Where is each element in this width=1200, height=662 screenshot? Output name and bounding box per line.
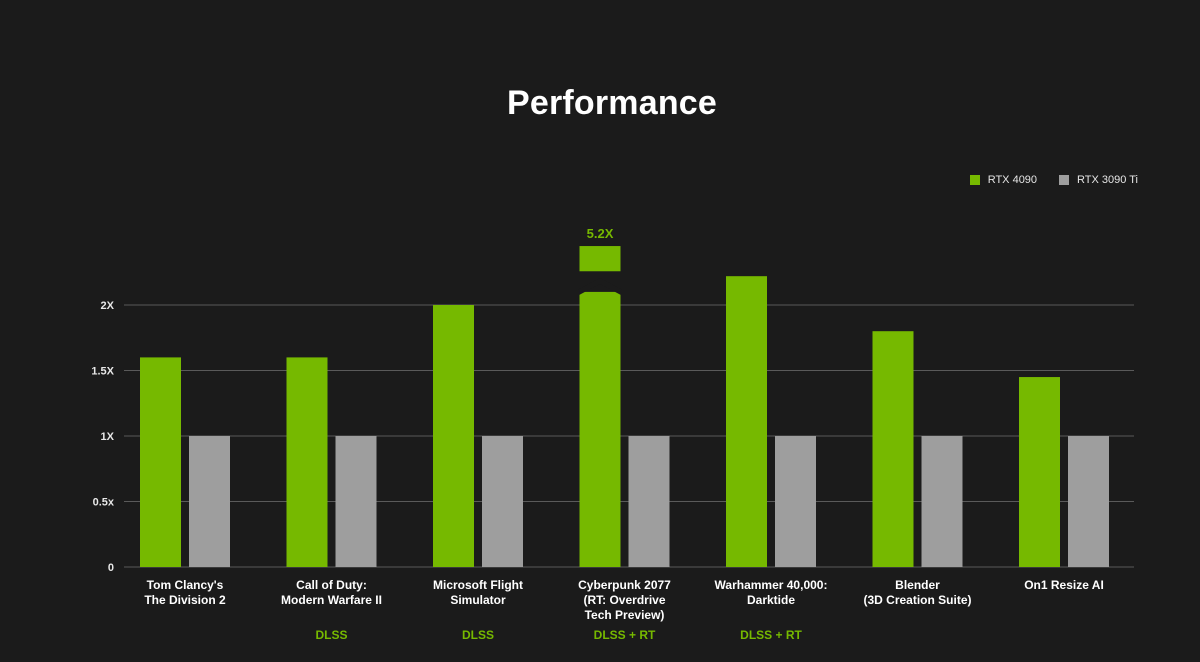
bar-rtx-3090-ti: [775, 436, 816, 567]
bar-rtx-3090-ti: [921, 436, 963, 567]
x-tick-label: Warhammer 40,000:: [715, 578, 828, 592]
y-tick-label: 0: [108, 562, 114, 574]
category-note: DLSS: [315, 628, 347, 642]
x-tick-label: (3D Creation Suite): [863, 593, 971, 607]
bar-value-label: 5.2X: [587, 226, 614, 241]
bar-rtx-4090: [286, 357, 328, 567]
legend-label-rtx-3090-ti: RTX 3090 Ti: [1077, 174, 1138, 186]
legend-swatch-rtx-4090: [969, 175, 980, 185]
y-tick-label: 0.5x: [93, 497, 115, 509]
x-tick-label: Cyberpunk 2077: [578, 578, 671, 592]
category-note: DLSS: [462, 628, 494, 642]
legend: RTX 4090 RTX 3090 Ti: [969, 174, 1138, 186]
x-tick-label: Tech Preview): [585, 608, 665, 622]
x-tick-label: Call of Duty:: [296, 578, 367, 592]
x-tick-label: Microsoft Flight: [433, 578, 523, 592]
category-note: DLSS + RT: [740, 628, 802, 642]
x-tick-label: Tom Clancy's: [147, 578, 224, 592]
bar-rtx-3090-ti: [335, 436, 377, 567]
chart-title: Performance: [506, 84, 718, 122]
bar-rtx-3090-ti: [189, 436, 230, 567]
legend-item-rtx-4090: RTX 4090: [969, 174, 1038, 186]
x-tick-label: Modern Warfare II: [281, 593, 382, 607]
x-tick-label: Simulator: [450, 593, 506, 607]
category-note: DLSS + RT: [594, 628, 656, 642]
legend-label-rtx-4090: RTX 4090: [987, 174, 1038, 186]
bar-rtx-4090: [433, 305, 474, 567]
bar-rtx-4090: [726, 276, 767, 567]
legend-item-rtx-3090-ti: RTX 3090 Ti: [1059, 174, 1138, 186]
x-tick-label: On1 Resize AI: [1024, 578, 1104, 592]
bar-rtx-4090: [579, 291, 621, 567]
x-tick-label: The Division 2: [144, 593, 226, 607]
bar-rtx-3090-ti: [628, 436, 670, 567]
y-tick-label: 1X: [101, 431, 115, 443]
x-tick-label: Darktide: [747, 593, 795, 607]
bar-rtx-4090: [872, 331, 914, 567]
bar-rtx-4090: [140, 357, 181, 567]
legend-swatch-rtx-3090-ti: [1059, 175, 1070, 185]
x-tick-label: (RT: Overdrive: [583, 593, 665, 607]
bar-rtx-4090: [1019, 377, 1060, 567]
bar-rtx-3090-ti: [1068, 436, 1109, 567]
axis-break-marker: [577, 277, 623, 296]
y-tick-label: 2X: [101, 300, 115, 312]
x-tick-label: Blender: [895, 578, 940, 592]
y-tick-label: 1.5X: [91, 366, 114, 378]
bar-break-top: [579, 246, 621, 272]
bar-rtx-3090-ti: [482, 436, 523, 567]
